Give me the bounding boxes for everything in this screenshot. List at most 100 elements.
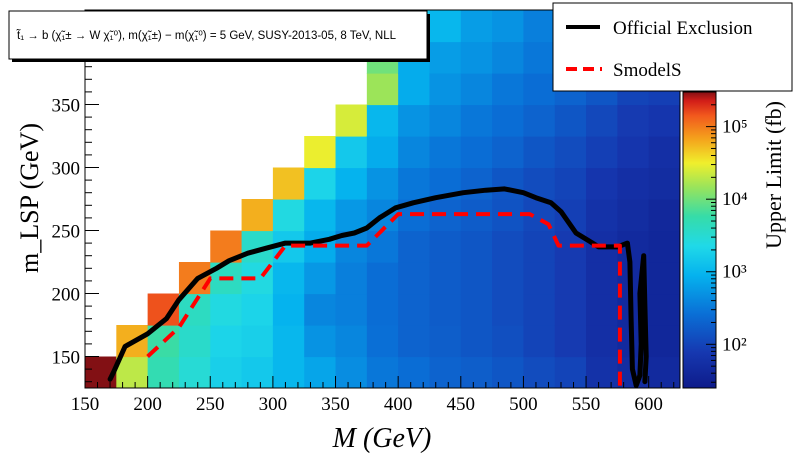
heatmap-cell	[648, 325, 680, 358]
heatmap-cell	[116, 356, 149, 388]
heatmap-cell	[304, 325, 337, 358]
heatmap-cell	[210, 325, 243, 358]
x-tick-label: 550	[572, 394, 601, 415]
heatmap-cell	[241, 356, 274, 388]
heatmap-cell	[429, 104, 462, 137]
colorbar-frame	[682, 91, 717, 389]
heatmap-cell	[398, 356, 431, 388]
heatmap-cell	[366, 293, 399, 326]
heatmap-cell	[366, 136, 399, 169]
heatmap-cell	[492, 293, 525, 326]
heatmap-cell	[366, 325, 399, 358]
heatmap-cell	[648, 230, 680, 263]
y-tick-label: 150	[52, 348, 81, 369]
heatmap-cell	[241, 293, 274, 326]
heatmap-cell	[429, 10, 462, 43]
heatmap-cell	[554, 325, 587, 358]
heatmap-cell	[460, 293, 493, 326]
heatmap-cell	[523, 41, 556, 74]
heatmap-cell	[460, 262, 493, 295]
heatmap-cell	[304, 293, 337, 326]
heatmap-cell	[523, 356, 556, 388]
x-tick-label: 300	[259, 394, 288, 415]
heatmap-cell	[523, 262, 556, 295]
heatmap-cell	[304, 262, 337, 295]
heatmap-cell	[335, 199, 368, 232]
heatmap-cell	[335, 325, 368, 358]
heatmap-cell	[617, 167, 650, 200]
heatmap-cell	[586, 199, 618, 232]
heatmap-cell	[429, 230, 462, 263]
heatmap-cell	[648, 167, 680, 200]
heatmap-cell	[460, 104, 493, 137]
heatmap-cell	[523, 325, 556, 358]
y-tick-label: 200	[52, 285, 81, 306]
heatmap-cell	[147, 356, 180, 388]
colorbar-tick-label: 10²	[722, 334, 747, 355]
heatmap-cell	[429, 325, 462, 358]
legend-label-official: Official Exclusion	[613, 18, 753, 39]
heatmap-cell	[272, 199, 305, 232]
heatmap-cell	[398, 136, 431, 169]
heatmap-cell	[460, 10, 493, 11]
y-axis-title: m_LSP (GeV)	[15, 123, 44, 273]
title-box-bg	[8, 10, 428, 60]
heatmap-cell	[492, 10, 525, 11]
heatmap-cell	[429, 73, 462, 106]
heatmap-cell	[617, 104, 650, 137]
heatmap-cell	[272, 293, 305, 326]
heatmap-cell	[492, 104, 525, 137]
heatmap-cell	[492, 167, 525, 200]
heatmap-cell	[523, 10, 556, 11]
heatmap-cell	[554, 293, 587, 326]
heatmap-cell	[366, 167, 399, 200]
heatmap-cell	[304, 199, 337, 232]
heatmap-cell	[241, 325, 274, 358]
chart-title: t̃₁ → b (χ̃₁± → W χ̃₁⁰), m(χ̃₁±) − m(χ̃₁…	[16, 29, 397, 42]
heatmap-cell	[398, 10, 431, 11]
heatmap-cell	[335, 167, 368, 200]
x-tick-label: 500	[509, 394, 538, 415]
x-tick-label: 250	[196, 394, 225, 415]
heatmap-cell	[272, 262, 305, 295]
heatmap-cell	[335, 356, 368, 388]
colorbar: 10² 10³ 10⁴ 10⁵ Upper Limit (fb)	[682, 91, 786, 389]
colorbar-label: Upper Limit (fb)	[761, 101, 786, 249]
x-tick-label: 450	[447, 394, 476, 415]
heatmap-cell	[304, 167, 337, 200]
heatmap-cell	[335, 104, 368, 137]
heatmap-cell	[460, 356, 493, 388]
heatmap-cell	[492, 262, 525, 295]
x-axis-title: M (GeV)	[332, 423, 432, 454]
heatmap-cell	[272, 325, 305, 358]
heatmap-cell	[554, 167, 587, 200]
smodels-curve	[146, 212, 622, 388]
heatmap-cell	[586, 167, 618, 200]
x-tick-label: 400	[384, 394, 413, 415]
heatmap-cell	[241, 199, 274, 232]
legend: Official Exclusion SmodelS	[552, 2, 793, 92]
heatmap-cell	[492, 325, 525, 358]
heatmap-cell	[648, 199, 680, 232]
heatmap-cell	[429, 10, 462, 11]
exclusion-curves	[107, 186, 649, 388]
x-tick-label: 150	[71, 394, 100, 415]
heatmap-cell	[617, 199, 650, 232]
heatmap-cell	[335, 262, 368, 295]
x-tick-label: 600	[634, 394, 663, 415]
heatmap-cell	[492, 73, 525, 106]
colorbar-tick-label: 10³	[722, 262, 747, 283]
plot-frame	[84, 9, 681, 389]
heatmap-cell	[460, 230, 493, 263]
heatmap-cell	[429, 136, 462, 169]
heatmap-cell	[648, 356, 680, 388]
heatmap-cell	[492, 356, 525, 388]
heatmap-cell	[492, 136, 525, 169]
heatmap-cell	[335, 136, 368, 169]
official-exclusion-curve	[107, 186, 649, 388]
heatmap-cell	[648, 104, 680, 137]
heatmap-cell	[460, 325, 493, 358]
heatmap-cell	[429, 262, 462, 295]
heatmap-cell	[272, 356, 305, 388]
